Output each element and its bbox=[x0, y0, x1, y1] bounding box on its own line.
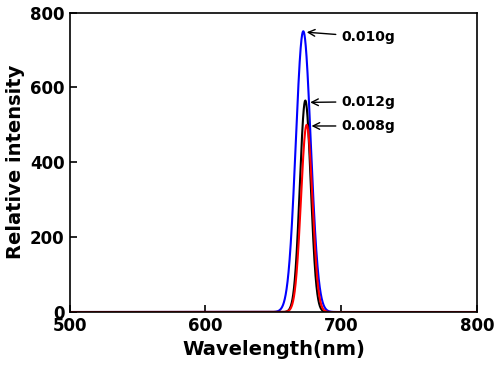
Text: 0.008g: 0.008g bbox=[313, 119, 395, 133]
Text: 0.010g: 0.010g bbox=[308, 30, 395, 44]
Y-axis label: Relative intensity: Relative intensity bbox=[6, 65, 25, 260]
Text: 0.012g: 0.012g bbox=[312, 95, 395, 109]
X-axis label: Wavelength(nm): Wavelength(nm) bbox=[182, 341, 365, 360]
